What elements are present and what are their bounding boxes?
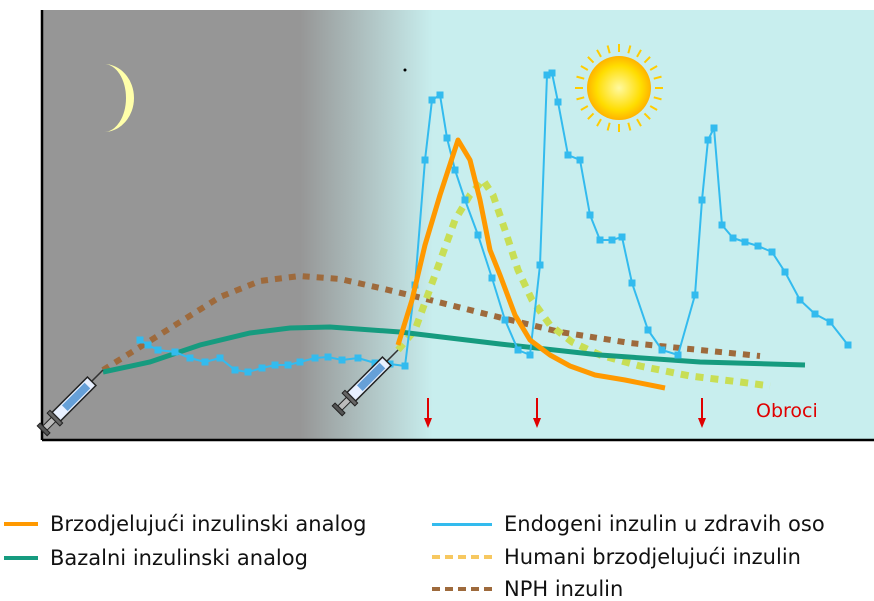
endo-point (443, 134, 451, 142)
endo-point (844, 341, 852, 349)
endo-point (501, 316, 509, 324)
endo-point (488, 274, 496, 282)
endo-point (354, 354, 362, 362)
endo-point (136, 336, 144, 344)
endo-point (826, 318, 834, 326)
endo-point (216, 354, 224, 362)
syringe-icon (331, 349, 399, 417)
endo-point (796, 296, 804, 304)
endo-point (436, 91, 444, 99)
endo-point (608, 236, 616, 244)
syringe-icon (36, 369, 104, 437)
endo-point (244, 368, 252, 376)
endo-point (474, 231, 482, 239)
endo-point (371, 359, 379, 367)
endo-point (644, 326, 652, 334)
endo-point (628, 279, 636, 287)
endo-point (548, 69, 556, 77)
plot-background (42, 10, 874, 440)
endo-point (741, 238, 749, 246)
endo-point (596, 236, 604, 244)
legend-swatch-rapid (4, 522, 38, 526)
legend-label-rapid: Brzodjelujući inzulinski analog (50, 512, 367, 536)
legend-label-nph: NPH inzulin (504, 577, 624, 601)
endo-point (201, 358, 209, 366)
endo-point (526, 351, 534, 359)
endo-point (781, 268, 789, 276)
legend-swatch-endo (432, 522, 492, 526)
series-rapid-line (395, 137, 666, 391)
endo-point (618, 233, 626, 241)
endo-point (338, 356, 346, 364)
series-basal-line (102, 324, 806, 375)
legend-swatch-human (432, 555, 492, 559)
endo-point (586, 211, 594, 219)
legend-item-endo: Endogeni inzulin u zdravih oso (432, 512, 825, 536)
endo-point (231, 366, 239, 374)
endo-point (186, 354, 194, 362)
endo-point (271, 361, 279, 369)
legend-label-endo: Endogeni inzulin u zdravih oso (504, 512, 825, 536)
endo-point (718, 221, 726, 229)
endo-point (451, 166, 459, 174)
endo-point (768, 248, 776, 256)
legend-item-rapid: Brzodjelujući inzulinski analog (4, 512, 366, 536)
meal-arrow-icon (533, 398, 541, 428)
insulin-profile-chart: Obroci (36, 10, 874, 442)
endo-point (154, 346, 162, 354)
endo-point (311, 354, 319, 362)
series-human-line (395, 174, 771, 390)
endo-point (658, 346, 666, 354)
endo-point (421, 156, 429, 164)
endo-point (536, 261, 544, 269)
legend-item-nph: NPH inzulin (432, 577, 623, 601)
endo-point (674, 351, 682, 359)
meal-arrow-icon (424, 398, 432, 428)
endo-point (698, 196, 706, 204)
legend-item-human: Humani brzodjelujući inzulin (432, 545, 801, 569)
endo-point (324, 353, 332, 361)
endo-point (576, 156, 584, 164)
endo-point (691, 291, 699, 299)
endo-point (704, 136, 712, 144)
endo-point (514, 346, 522, 354)
legend-label-basal: Bazalni inzulinski analog (50, 546, 308, 570)
dot-mark (403, 68, 407, 72)
endo-point (296, 358, 304, 366)
endo-point (543, 71, 551, 79)
endo-point (754, 242, 762, 250)
endo-point (811, 310, 819, 318)
endo-point (428, 96, 436, 104)
meal-arrow-icon (698, 398, 706, 428)
endo-point (401, 362, 409, 370)
endo-point (144, 341, 152, 349)
endo-point (554, 98, 562, 106)
endo-point (710, 124, 718, 132)
endo-point (564, 151, 572, 159)
legend-label-human: Humani brzodjelujući inzulin (504, 545, 801, 569)
meals-label: Obroci (756, 400, 818, 422)
endo-point (461, 196, 469, 204)
series-nph-line (101, 272, 761, 373)
sun-icon (575, 44, 663, 132)
endo-point (171, 348, 179, 356)
legend-swatch-basal (4, 556, 38, 560)
endo-point (729, 234, 737, 242)
legend-item-basal: Bazalni inzulinski analog (4, 546, 308, 570)
endo-point (284, 361, 292, 369)
endo-point (258, 364, 266, 372)
moon-icon (104, 64, 134, 132)
legend-swatch-nph (432, 587, 492, 591)
